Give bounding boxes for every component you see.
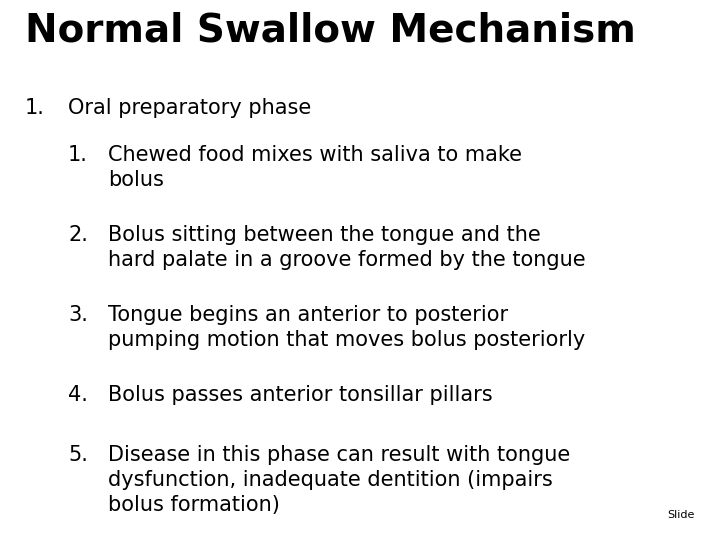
Text: Disease in this phase can result with tongue
dysfunction, inadequate dentition (: Disease in this phase can result with to… <box>108 445 570 515</box>
Text: 2.: 2. <box>68 225 88 245</box>
Text: Normal Swallow Mechanism: Normal Swallow Mechanism <box>25 12 636 50</box>
Text: 1.: 1. <box>68 145 88 165</box>
Text: 5.: 5. <box>68 445 88 465</box>
Text: 3.: 3. <box>68 305 88 325</box>
Text: Bolus sitting between the tongue and the
hard palate in a groove formed by the t: Bolus sitting between the tongue and the… <box>108 225 585 270</box>
Text: Tongue begins an anterior to posterior
pumping motion that moves bolus posterior: Tongue begins an anterior to posterior p… <box>108 305 585 350</box>
Text: 1.: 1. <box>25 98 45 118</box>
Text: Slide: Slide <box>667 510 695 520</box>
Text: Bolus passes anterior tonsillar pillars: Bolus passes anterior tonsillar pillars <box>108 385 492 405</box>
Text: Chewed food mixes with saliva to make
bolus: Chewed food mixes with saliva to make bo… <box>108 145 522 190</box>
Text: Oral preparatory phase: Oral preparatory phase <box>68 98 311 118</box>
Text: 4.: 4. <box>68 385 88 405</box>
